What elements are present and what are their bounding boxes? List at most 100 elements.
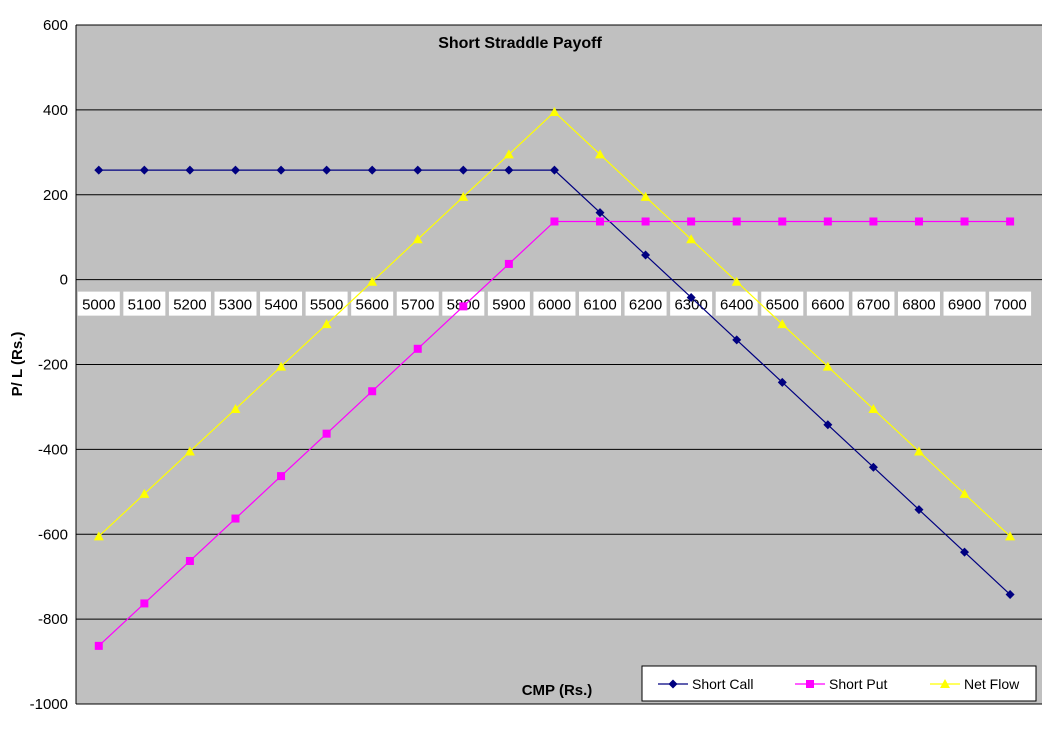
legend-box: [641, 665, 1037, 702]
net-flow-point: [1005, 531, 1016, 541]
short-put-point: [94, 641, 103, 650]
short-call-point: [1005, 590, 1015, 600]
x-tick-box: [487, 291, 530, 316]
net-flow-point: [913, 446, 924, 456]
short-call-point: [732, 335, 742, 345]
x-tick-box: [624, 291, 667, 316]
short-put-point: [185, 556, 194, 565]
net-flow-point: [959, 488, 970, 498]
x-tick-label: 5500: [310, 297, 343, 314]
net-flow-point: [412, 234, 423, 244]
short-call-point: [504, 165, 514, 175]
x-tick-label: 6200: [629, 297, 662, 314]
x-tick-label: 6000: [538, 297, 571, 314]
x-tick-label: 6300: [674, 297, 707, 314]
net-flow-point: [367, 276, 378, 286]
x-tick-box: [897, 291, 940, 316]
x-tick-labels: 5000510052005300540055005600570058005900…: [77, 291, 1032, 316]
y-tick-labels: 600 400 200 0 -200 -400 -600 -800 -1000: [30, 17, 68, 713]
legend-short-call-marker: [668, 679, 678, 689]
short-call-point: [868, 462, 878, 472]
legend-net-flow-label: Net Flow: [964, 676, 1020, 692]
y-axis-title: P/ L (Rs.): [9, 332, 26, 397]
x-tick-label: 6500: [766, 297, 799, 314]
x-tick-label: 5700: [401, 297, 434, 314]
short-call-point: [322, 165, 332, 175]
y-tick-label: 600: [43, 17, 68, 34]
net-flow-point: [549, 106, 560, 116]
legend-net-flow-marker: [940, 679, 950, 688]
legend: Short Call Short Put Net Flow: [641, 665, 1037, 702]
net-flow-point: [276, 361, 287, 371]
x-tick-label: 5900: [492, 297, 525, 314]
net-flow-point: [503, 149, 514, 159]
x-tick-box: [168, 291, 211, 316]
net-flow-point: [321, 319, 332, 329]
short-put-point: [596, 217, 605, 226]
short-put-point: [277, 472, 286, 481]
net-flow-point: [184, 446, 195, 456]
x-tick-box: [989, 291, 1032, 316]
short-call-point: [139, 165, 149, 175]
short-put-point: [459, 302, 468, 311]
series-net-flow: [93, 106, 1016, 541]
short-call-point: [230, 165, 240, 175]
short-put-point: [1006, 217, 1015, 226]
net-flow-point: [731, 276, 742, 286]
x-tick-box: [715, 291, 758, 316]
short-call-point: [413, 165, 423, 175]
short-call-point: [960, 547, 970, 557]
x-tick-label: 5100: [128, 297, 161, 314]
x-tick-box: [214, 291, 257, 316]
net-flow-point: [777, 319, 788, 329]
y-tick-label: -400: [38, 441, 68, 458]
net-flow-point: [868, 404, 879, 414]
net-flow-point: [822, 361, 833, 371]
x-tick-label: 5200: [173, 297, 206, 314]
x-tick-label: 6100: [583, 297, 616, 314]
short-call-point: [549, 165, 559, 175]
short-put-point: [778, 217, 787, 226]
short-call-point: [595, 208, 605, 218]
legend-short-call-label: Short Call: [692, 676, 753, 692]
x-tick-box: [123, 291, 166, 316]
short-call-point: [641, 250, 651, 260]
x-tick-box: [579, 291, 622, 316]
x-tick-box: [396, 291, 439, 316]
short-put-point: [687, 217, 696, 226]
net-flow-point: [595, 149, 606, 159]
y-tick-label: -200: [38, 357, 68, 374]
x-tick-box: [806, 291, 849, 316]
x-tick-label: 5400: [264, 297, 297, 314]
series-short-put: [94, 217, 1015, 650]
net-flow-point: [93, 531, 104, 541]
short-call-point: [777, 377, 787, 387]
legend-short-put-label: Short Put: [829, 676, 887, 692]
x-tick-box: [533, 291, 576, 316]
short-put-point: [641, 217, 650, 226]
series-layer: [93, 106, 1016, 650]
y-tick-label: 0: [60, 272, 68, 289]
series-short-call: [94, 165, 1015, 600]
x-tick-label: 6800: [902, 297, 935, 314]
short-call-point: [686, 292, 696, 302]
x-tick-label: 6900: [948, 297, 981, 314]
net-flow-point: [686, 234, 697, 244]
x-tick-box: [943, 291, 986, 316]
legend-short-put-marker: [806, 680, 814, 688]
short-put-point: [140, 599, 149, 608]
x-tick-box: [77, 291, 120, 316]
y-tick-label: -600: [38, 526, 68, 543]
x-tick-label: 6700: [857, 297, 890, 314]
chart-title: Short Straddle Payoff: [438, 35, 602, 52]
short-put-point: [231, 514, 240, 523]
x-tick-label: 5000: [82, 297, 115, 314]
short-put-point: [322, 429, 331, 438]
short-call-point: [276, 165, 286, 175]
x-tick-label: 6600: [811, 297, 844, 314]
short-call-point: [823, 420, 833, 430]
short-put-point: [413, 344, 422, 353]
short-put-point: [368, 387, 377, 396]
short-call-point: [185, 165, 195, 175]
short-put-point: [869, 217, 878, 226]
